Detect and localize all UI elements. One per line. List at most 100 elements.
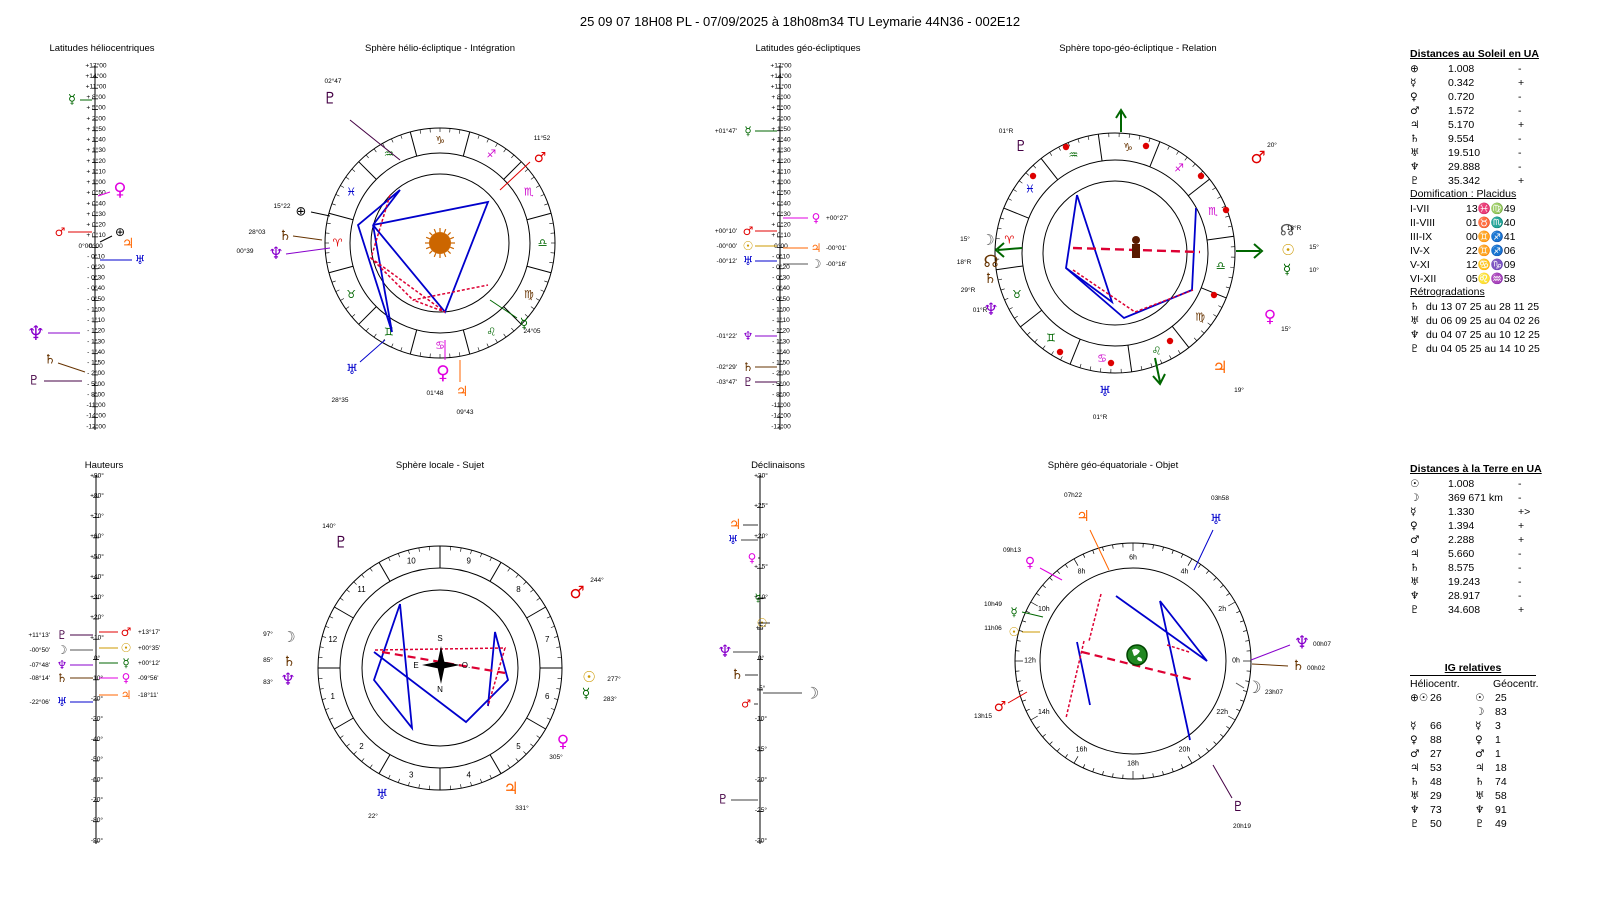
local-wheel-tick — [369, 764, 373, 769]
planet-glyph-icon: ☿ — [520, 316, 529, 332]
equat-tick — [1162, 546, 1164, 551]
equat-tick — [1036, 726, 1040, 729]
helio-wheel-tick — [530, 306, 535, 310]
equat-tick — [1082, 764, 1086, 769]
helio-wheel-tick — [331, 280, 336, 283]
haut-tick-label: -90° — [91, 836, 104, 844]
equat-tick — [1180, 764, 1184, 769]
haut-tick-label: +10° — [90, 633, 104, 641]
planet-symbol: ♅ — [1410, 576, 1420, 588]
equat-tick — [1226, 593, 1230, 596]
local-wheel-tick — [325, 625, 330, 628]
planet-glyph-icon: ♂ — [534, 150, 547, 166]
helio-wheel-tick — [524, 168, 529, 172]
planet-glyph-icon: ☽ — [57, 643, 68, 657]
trend-sign: + — [1518, 520, 1525, 532]
retro-period: du 04 07 25 au 10 12 25 — [1426, 329, 1540, 341]
topo-wheel-tick — [1089, 366, 1092, 371]
local-wheel-tick — [322, 698, 327, 700]
zodiac-sign-icon: ♊ — [1046, 332, 1056, 345]
latitude-label: +01°47' — [715, 127, 737, 135]
equat-tick — [1030, 715, 1038, 721]
local-wheel-tick — [346, 589, 350, 593]
cardinal-west: O. — [462, 661, 470, 670]
hour-angle-label: 11h06 — [984, 625, 1002, 632]
zodiac-sign-icon: ♋ — [435, 339, 445, 352]
distance-value: 9.554 — [1448, 133, 1475, 145]
ig-col1-header: Héliocentr. — [1410, 678, 1460, 690]
helio-wheel-tick — [351, 314, 356, 318]
ig-value: 29 — [1430, 790, 1442, 802]
local-wheel-division — [334, 717, 354, 730]
ig-value: 27 — [1430, 748, 1442, 760]
helio-wheel-inner-ring — [349, 152, 531, 334]
degree-label: 15° — [1309, 243, 1319, 251]
planet-glyph-icon: ☽ — [1246, 678, 1261, 698]
geo-lat-tick-label: - 1°20 — [772, 327, 790, 335]
planet-leader — [310, 211, 331, 217]
geo-lat-tick-label: - 2°00 — [772, 369, 790, 377]
house-cusp: 00♊♐41 — [1466, 231, 1516, 243]
planet-leader — [359, 339, 386, 363]
sun-ray — [428, 250, 433, 255]
local-wheel-tick — [470, 550, 472, 555]
equat-tick — [1016, 640, 1021, 642]
planet-glyph-icon: ♂ — [741, 698, 751, 711]
planet-glyph-icon: ♃ — [1076, 507, 1089, 525]
trend-sign: + — [1518, 604, 1525, 616]
topo-wheel-inner-ring — [1021, 159, 1209, 347]
planet-glyph-icon: ♃ — [456, 384, 469, 400]
trend-sign: + — [1518, 119, 1525, 131]
equat-tick — [1213, 741, 1217, 745]
planet-glyph-icon: ♆ — [268, 244, 283, 264]
planet-glyph-icon: ♃ — [729, 517, 742, 533]
topo-wheel-division — [1149, 141, 1161, 167]
equat-tick — [1021, 699, 1026, 702]
sun-ray — [428, 231, 433, 236]
aspect-line-red — [1166, 644, 1190, 653]
sun-distance-row: ♇ 35.342 + — [1410, 174, 1538, 188]
planet-glyph-icon: ☿ — [744, 124, 751, 138]
topo-wheel-tick — [1060, 356, 1063, 361]
trend-sign: - — [1518, 492, 1522, 504]
planet-glyph-icon: ♂ — [1250, 148, 1265, 168]
local-wheel-tick — [507, 567, 511, 572]
local-wheel-tick — [515, 574, 519, 578]
degree-label: 01°R — [1093, 413, 1108, 421]
house-cusp: 12♋♑09 — [1466, 259, 1516, 271]
degree-label: 305° — [549, 753, 563, 761]
degree-label: 244° — [590, 576, 604, 584]
degree-label: 15° — [1281, 325, 1291, 333]
earth-globe-icon — [1126, 644, 1148, 666]
retrogradation-row: ♅ du 06 09 25 au 04 02 26 — [1410, 314, 1540, 328]
moon-icon: ☽ — [805, 684, 819, 703]
planet-symbol: ♀ — [1410, 734, 1418, 746]
ig-value: 74 — [1495, 776, 1507, 788]
helio-wheel-tick — [544, 280, 549, 283]
local-wheel-tick — [388, 774, 391, 779]
helio-lat-tick-label: +17°00 — [85, 61, 106, 69]
equat-tick — [1073, 558, 1079, 566]
equat-tick — [1036, 593, 1040, 596]
equat-tick — [1065, 754, 1068, 758]
planet-glyph-icon: ♄ — [279, 228, 292, 244]
helio-wheel-tick — [373, 148, 377, 153]
geo-latitude-scale: +17°00 +14°00 +11°00 + 8°00 + 5°00 + 2°00 + 1°… — [715, 61, 848, 430]
helio-lat-tick-label: + 0°10 — [86, 231, 106, 239]
helio-wheel-division — [526, 265, 552, 274]
planet-glyph-icon: ☿ — [582, 686, 591, 702]
earth-distances-panel: Distances à la Terre en UA ☉ 1.008 - ☽ 369 6… — [1410, 463, 1542, 617]
planet-symbol: ♇ — [1410, 343, 1420, 355]
helio-wheel-tick — [331, 203, 336, 206]
planet-symbol: ☽ — [1410, 492, 1420, 504]
horizon-line-red — [381, 650, 506, 675]
topo-wheel-division — [1207, 235, 1234, 241]
aspect-line-blue — [356, 189, 401, 333]
helio-lat-tick-label: 0°00 — [89, 242, 103, 250]
decl-tick-label: 0° — [758, 654, 765, 662]
zodiac-sign-icon: ♏ — [524, 185, 534, 198]
haut-tick-label: +50° — [90, 552, 104, 560]
geo-lat-tick-label: + 5°00 — [771, 104, 791, 112]
house-number: 10 — [407, 556, 416, 565]
planet-symbol: ♀ — [1475, 734, 1483, 746]
